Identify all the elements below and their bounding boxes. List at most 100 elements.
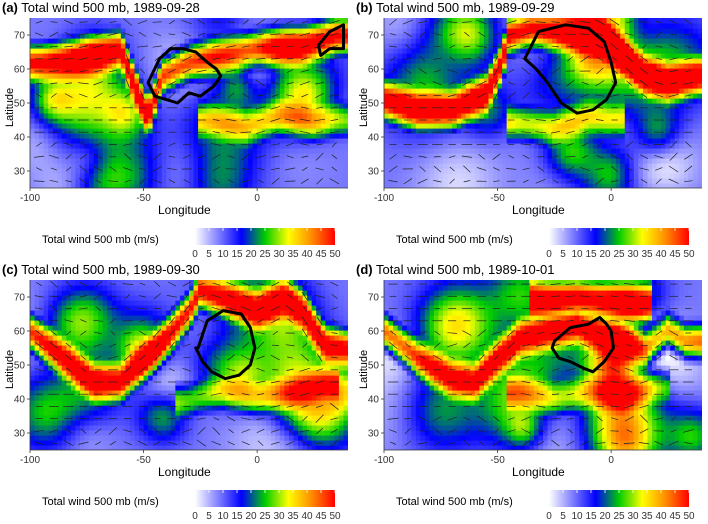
heatmap-cell xyxy=(248,148,254,154)
heatmap-cell xyxy=(216,53,222,59)
heatmap-cell xyxy=(116,108,122,114)
heatmap-cell xyxy=(406,63,412,69)
heatmap-cell xyxy=(238,38,245,44)
heatmap-cell xyxy=(66,43,72,49)
heatmap-cell xyxy=(411,53,417,59)
heatmap-cell xyxy=(611,153,617,159)
heatmap-cell xyxy=(552,173,558,179)
heatmap-cell xyxy=(656,118,662,124)
wind-vector xyxy=(242,33,250,36)
heatmap-cell xyxy=(543,153,549,159)
heatmap-cell xyxy=(334,178,340,184)
heatmap-cell xyxy=(325,53,331,59)
heatmap-cell xyxy=(170,58,176,64)
heatmap-cell xyxy=(674,173,680,179)
heatmap-cell xyxy=(674,168,680,174)
heatmap-cell xyxy=(661,108,667,114)
heatmap-cell xyxy=(316,158,322,164)
heatmap-cell xyxy=(665,38,671,44)
wind-vector xyxy=(107,180,119,183)
heatmap-cell xyxy=(642,83,649,89)
heatmap-cell xyxy=(429,63,435,69)
heatmap-cell xyxy=(570,38,576,44)
heatmap-cell xyxy=(642,63,649,69)
heatmap-cell xyxy=(515,23,521,29)
heatmap-cell xyxy=(447,103,453,109)
heatmap-cell xyxy=(257,183,263,188)
heatmap-cell xyxy=(48,128,54,134)
heatmap-cell xyxy=(411,143,417,149)
heatmap-cell xyxy=(420,103,426,109)
heatmap-cell xyxy=(570,43,576,49)
heatmap-cell xyxy=(234,113,240,119)
heatmap-cell xyxy=(66,183,72,188)
heatmap-cell xyxy=(61,28,67,34)
heatmap-cell xyxy=(238,23,245,29)
heatmap-cell xyxy=(189,138,195,144)
heatmap-cell xyxy=(120,58,126,64)
heatmap-cell xyxy=(139,58,145,64)
heatmap-cell xyxy=(424,43,431,49)
heatmap-cell xyxy=(470,38,476,44)
heatmap-cell xyxy=(338,168,345,174)
heatmap-cell xyxy=(497,163,503,169)
heatmap-cell xyxy=(243,143,249,149)
heatmap-cell xyxy=(125,53,131,59)
heatmap-cell xyxy=(388,28,394,34)
heatmap-cell xyxy=(79,153,86,159)
heatmap-cell xyxy=(120,138,126,144)
heatmap-cell xyxy=(338,148,345,154)
wind-vector xyxy=(155,78,159,88)
heatmap-cell xyxy=(238,148,245,154)
heatmap-cell xyxy=(488,73,494,79)
wind-vector xyxy=(93,92,103,99)
heatmap-cell xyxy=(129,163,136,169)
heatmap-cell xyxy=(447,163,453,169)
heatmap-cell xyxy=(384,18,390,24)
heatmap-cell xyxy=(611,118,617,124)
heatmap-cell xyxy=(316,118,322,124)
heatmap-cell xyxy=(638,168,644,174)
heatmap-cell xyxy=(474,113,480,119)
heatmap-cell xyxy=(307,43,313,49)
heatmap-cell xyxy=(116,38,122,44)
heatmap-cell xyxy=(34,53,40,59)
heatmap-cell xyxy=(157,143,163,149)
heatmap-cell xyxy=(202,68,208,74)
heatmap-cell xyxy=(665,143,671,149)
heatmap-cell xyxy=(166,18,172,24)
heatmap-cell xyxy=(284,33,290,39)
heatmap-cell xyxy=(143,83,149,89)
heatmap-cell xyxy=(597,133,603,139)
wind-vector xyxy=(137,142,148,147)
heatmap-cell xyxy=(533,93,540,99)
heatmap-cell xyxy=(547,38,553,44)
heatmap-cell xyxy=(34,33,40,39)
heatmap-cell xyxy=(57,98,63,104)
heatmap-cell xyxy=(415,98,421,104)
heatmap-cell xyxy=(166,168,172,174)
heatmap-cell xyxy=(547,63,553,69)
heatmap-cell xyxy=(524,88,530,94)
heatmap-cell xyxy=(538,43,544,49)
heatmap-cell xyxy=(39,83,45,89)
heatmap-cell xyxy=(179,143,186,149)
heatmap-cell xyxy=(179,23,186,29)
heatmap-cell xyxy=(606,128,612,134)
heatmap-cell xyxy=(120,48,126,54)
heatmap-cell xyxy=(665,73,671,79)
heatmap-cell xyxy=(452,123,458,129)
heatmap-cell xyxy=(52,128,58,134)
heatmap-cell xyxy=(615,48,621,54)
wind-vector xyxy=(331,142,337,147)
heatmap-cell xyxy=(415,133,421,139)
heatmap-cell xyxy=(393,113,399,119)
heatmap-cell xyxy=(533,73,540,79)
heatmap-cell xyxy=(93,83,99,89)
heatmap-cell xyxy=(89,148,95,154)
heatmap-cell xyxy=(520,73,526,79)
heatmap-cell xyxy=(615,93,621,99)
heatmap-cell xyxy=(452,128,458,134)
heatmap-cell xyxy=(411,63,417,69)
heatmap-cell xyxy=(198,43,204,49)
